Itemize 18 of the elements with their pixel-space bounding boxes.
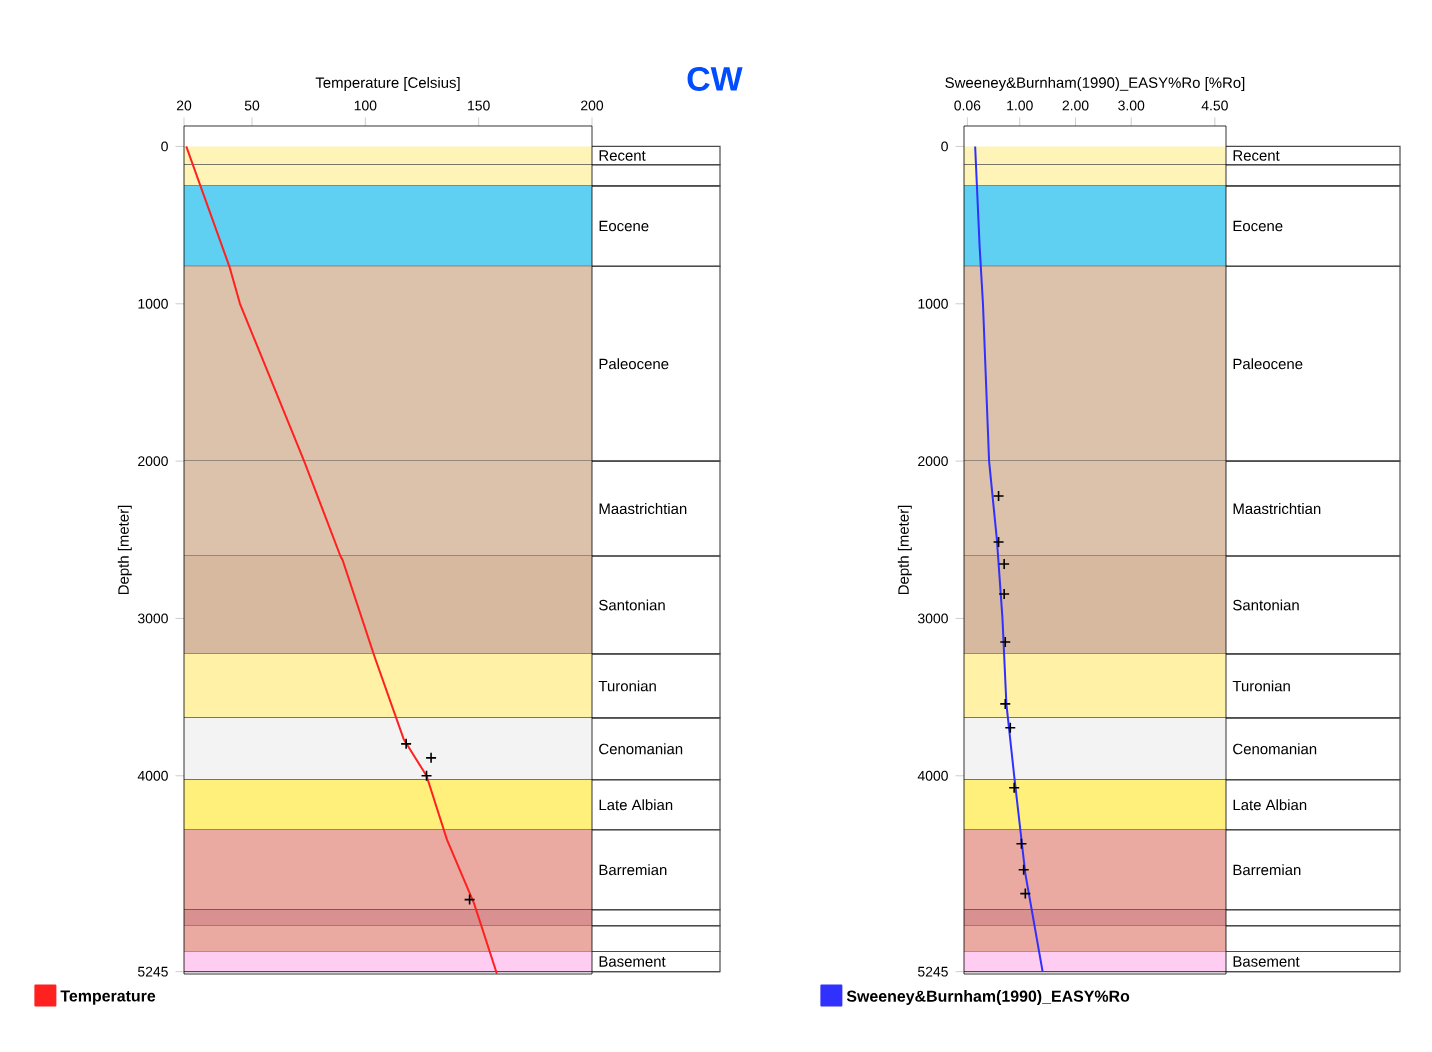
point bbox=[1015, 837, 1028, 850]
point bbox=[463, 893, 476, 906]
point bbox=[425, 752, 437, 764]
point bbox=[992, 536, 1005, 548]
point bbox=[1017, 863, 1030, 876]
point bbox=[992, 490, 1005, 502]
point bbox=[1004, 721, 1017, 734]
point bbox=[400, 738, 412, 750]
point bbox=[1008, 781, 1020, 794]
point bbox=[420, 769, 433, 782]
point bbox=[998, 588, 1010, 600]
point bbox=[1019, 887, 1032, 900]
point bbox=[999, 698, 1012, 710]
text: CW bbox=[687, 66, 743, 91]
point bbox=[998, 558, 1010, 570]
line-series bbox=[185, 145, 498, 975]
line-series bbox=[974, 145, 1044, 973]
point bbox=[999, 636, 1012, 648]
